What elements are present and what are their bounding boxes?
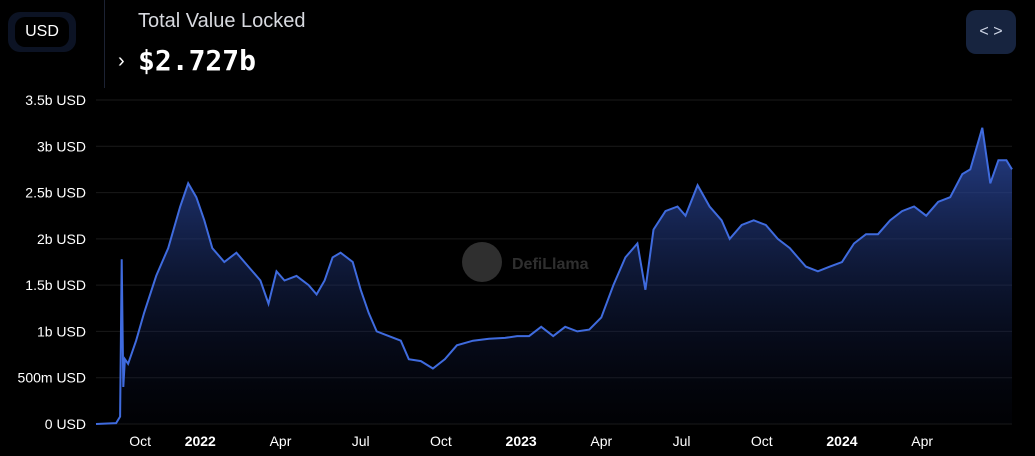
y-tick-label: 1b USD [37, 323, 86, 339]
x-tick-label: Oct [430, 433, 452, 449]
chevron-right-icon[interactable]: › [118, 50, 125, 72]
y-tick-label: 2b USD [37, 231, 86, 247]
header-divider [104, 0, 105, 88]
currency-label: USD [15, 17, 69, 47]
tvl-line [95, 127, 1013, 425]
x-tick-label: Oct [751, 433, 773, 449]
x-tick-label: Apr [270, 433, 292, 449]
tvl-area [96, 127, 1012, 425]
y-tick-label: 500m USD [18, 370, 86, 386]
x-tick-label: 2024 [826, 433, 857, 449]
embed-code-button[interactable]: < > [966, 10, 1016, 54]
x-tick-label: Oct [129, 433, 151, 449]
y-tick-label: 2.5b USD [25, 185, 86, 201]
tvl-title: Total Value Locked [138, 10, 306, 32]
y-tick-label: 1.5b USD [25, 277, 86, 293]
y-tick-label: 3b USD [37, 138, 86, 154]
x-tick-label: Jul [352, 433, 370, 449]
x-tick-label: 2023 [506, 433, 537, 449]
defillama-watermark: DefiLlama [462, 242, 589, 282]
y-tick-label: 0 USD [45, 416, 86, 432]
x-tick-label: Apr [911, 433, 933, 449]
code-brackets-icon: < > [979, 23, 1003, 40]
currency-selector-button[interactable]: USD [8, 12, 76, 52]
y-tick-label: 3.5b USD [25, 92, 86, 108]
tvl-value: $2.727b [138, 44, 257, 77]
x-tick-label: Apr [590, 433, 612, 449]
x-tick-label: 2022 [185, 433, 216, 449]
x-tick-label: Jul [673, 433, 691, 449]
watermark-text: DefiLlama [512, 256, 589, 273]
